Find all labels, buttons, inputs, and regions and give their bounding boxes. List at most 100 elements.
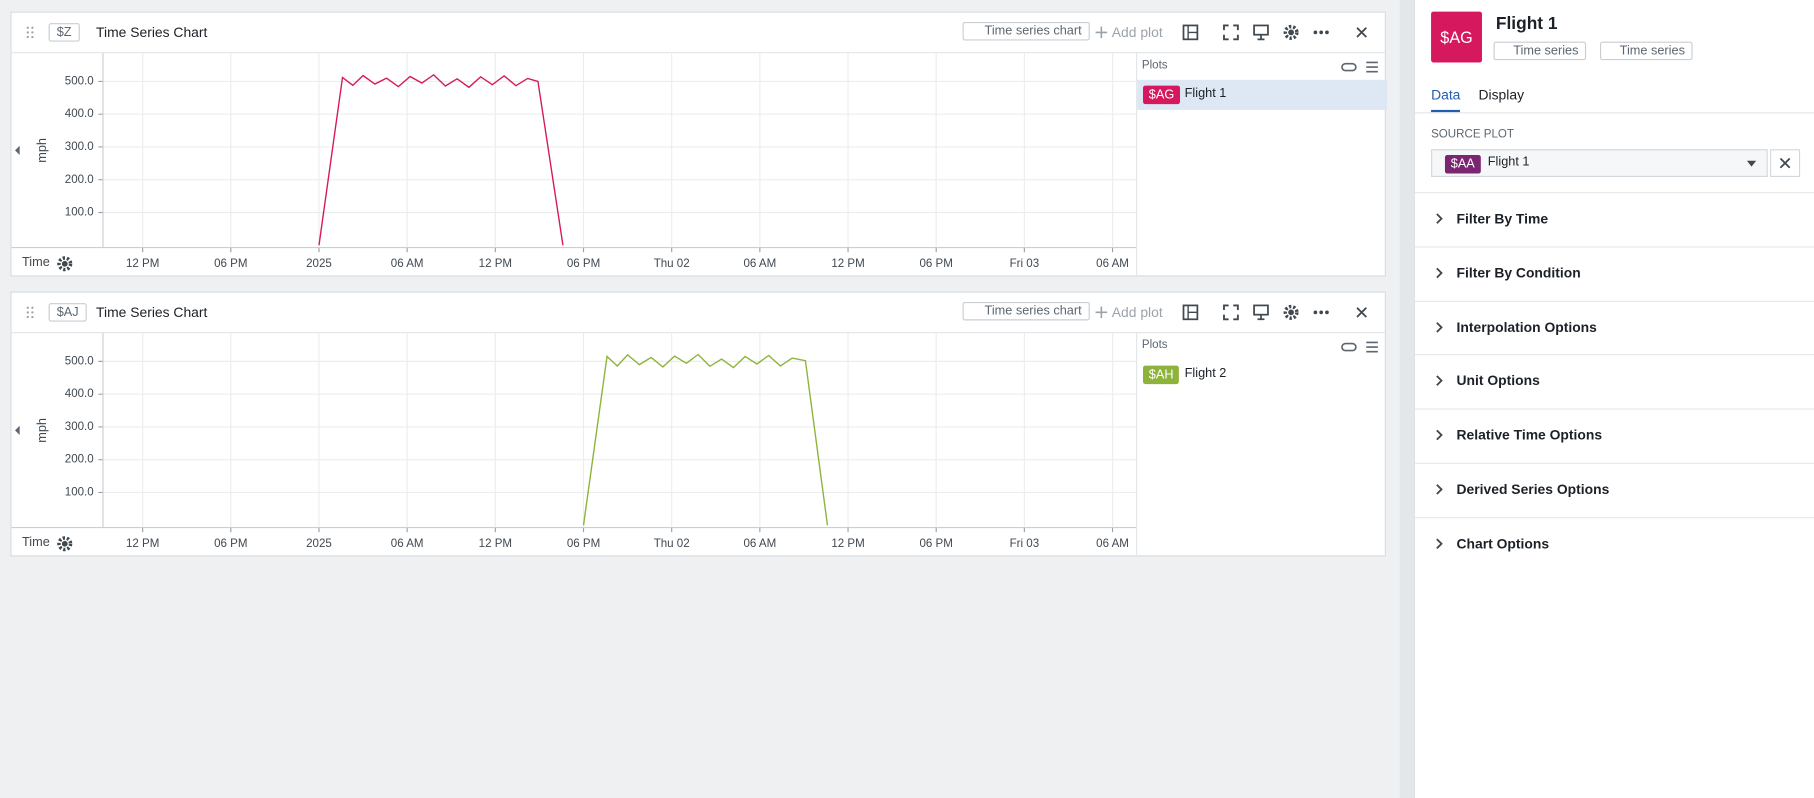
panel-title: Time Series Chart [96, 304, 208, 321]
clear-button[interactable] [1770, 149, 1801, 178]
chart-type-button[interactable]: Time series chart [962, 301, 1090, 321]
x-tick-label: 06 AM [391, 258, 424, 270]
x-tick-label: 06 PM [214, 258, 247, 270]
section-title: Unit Options [1456, 372, 1540, 390]
section-title: Chart Options [1456, 535, 1550, 552]
fullscreen-icon[interactable] [1222, 23, 1241, 42]
more-icon[interactable] [1312, 303, 1331, 322]
section-title: Filter By Condition [1456, 264, 1581, 281]
section-title: Interpolation Options [1456, 318, 1597, 336]
section-title: Derived Series Options [1456, 481, 1610, 498]
close-icon[interactable] [1352, 303, 1371, 322]
series-line [318, 73, 564, 246]
plot-tag: $AH [1143, 365, 1180, 385]
y-axis-label: mph [34, 418, 49, 443]
splitter[interactable] [1399, 0, 1414, 798]
source-plot-name: Flight 1 [1487, 155, 1530, 169]
breadcrumb[interactable]: Time series [1599, 41, 1694, 61]
drag-handle[interactable] [21, 303, 40, 322]
plot-tag: $AG [1143, 85, 1181, 105]
settings-icon[interactable] [1282, 303, 1301, 322]
tab-indicator [1431, 109, 1460, 113]
add-icon[interactable] [1092, 303, 1111, 322]
x-tick-label: 12 PM [831, 258, 864, 270]
tab-divider [1414, 112, 1814, 114]
panel-title: Time Series Chart [96, 24, 208, 41]
chevron[interactable] [1430, 426, 1449, 445]
list-icon[interactable] [1364, 338, 1383, 357]
dropdown-icon[interactable] [1742, 154, 1761, 173]
more-icon[interactable] [1312, 23, 1331, 42]
x-tick-label: 06 AM [391, 538, 424, 550]
layout-icon[interactable] [1181, 23, 1200, 42]
x-tick-label: 12 PM [831, 538, 864, 550]
axis-settings [57, 536, 73, 552]
x-tick-label: Thu 02 [654, 538, 690, 550]
add-plot-button[interactable]: Add plot [1111, 304, 1163, 321]
x-tick-label: 12 PM [479, 258, 512, 270]
chart-type-button[interactable]: Time series chart [962, 21, 1090, 41]
panel-tag: $AJ [48, 303, 87, 322]
source-plot-label: SOURCE PLOT [1431, 128, 1515, 142]
chevron[interactable] [1430, 534, 1449, 553]
x-tick-label: 06 PM [567, 258, 600, 270]
panel-tag: $Z [48, 23, 80, 42]
chevron[interactable] [1430, 209, 1449, 228]
chevron[interactable] [1430, 480, 1449, 499]
x-tick-label: 06 PM [920, 258, 953, 270]
collapse-arrow [15, 425, 20, 435]
y-tick-label: 400.0 [65, 388, 94, 400]
layout-icon[interactable] [1181, 303, 1200, 322]
present-icon[interactable] [1252, 23, 1271, 42]
plot-name: Flight 2 [1184, 366, 1227, 381]
chart: 100.0 200.0 300.0 400.0 500.0 12 PM 06 PM 2025 0… [11, 53, 1137, 272]
link-icon[interactable] [1340, 338, 1359, 357]
series-line [582, 353, 829, 526]
chevron[interactable] [1430, 264, 1449, 283]
settings-icon[interactable] [1282, 23, 1301, 42]
present-icon[interactable] [1252, 303, 1271, 322]
link-icon[interactable] [1340, 58, 1359, 77]
section[interactable]: Relative Time Options [1414, 408, 1814, 463]
tab[interactable]: Display [1478, 86, 1525, 103]
x-axis-label: Time [22, 254, 50, 269]
section-title: Filter By Time [1456, 210, 1549, 227]
breadcrumb[interactable]: Time series [1493, 41, 1587, 61]
plot-row[interactable]: $AH Flight 2 [1137, 360, 1387, 390]
source-plot-select[interactable]: $AA Flight 1 [1431, 149, 1768, 178]
plots-header: Plots [1141, 338, 1168, 352]
tab[interactable]: Data [1431, 86, 1461, 103]
clear-icon[interactable] [1776, 154, 1795, 173]
y-tick-label: 100.0 [65, 487, 94, 499]
plot-row[interactable]: $AG Flight 1 [1137, 79, 1388, 110]
section[interactable]: Derived Series Options [1414, 462, 1814, 517]
section[interactable]: Unit Options [1414, 354, 1814, 408]
list-icon[interactable] [1364, 58, 1383, 77]
add-icon[interactable] [1092, 23, 1111, 42]
x-tick-label: 12 PM [479, 538, 512, 550]
section[interactable]: Interpolation Options [1414, 300, 1814, 354]
chart-panel: $AJ Time Series Chart Time series chart Add… [10, 291, 1387, 557]
x-axis-label: Time [22, 534, 50, 549]
close-icon[interactable] [1352, 23, 1371, 42]
y-tick-label: 200.0 [65, 454, 94, 466]
section-title: Relative Time Options [1456, 427, 1603, 444]
plots-header: Plots [1141, 59, 1168, 72]
y-axis-label: mph [34, 138, 49, 163]
x-tick-label: 06 AM [1096, 258, 1129, 270]
chevron[interactable] [1430, 318, 1449, 337]
section[interactable]: Filter By Time [1414, 192, 1814, 246]
x-tick-label: 12 PM [126, 538, 159, 550]
axis-settings [57, 256, 73, 272]
chevron[interactable] [1430, 372, 1449, 391]
x-tick-label: 06 AM [1096, 538, 1129, 550]
sidebar: $AG Flight 1 Time series Time series Data Dis… [1413, 0, 1814, 798]
x-tick-label: Thu 02 [654, 258, 690, 270]
drag-handle[interactable] [21, 23, 40, 42]
fullscreen-icon[interactable] [1222, 303, 1241, 322]
section[interactable]: Chart Options [1414, 516, 1814, 571]
x-tick-label: 06 PM [920, 538, 953, 550]
section[interactable]: Filter By Condition [1414, 246, 1814, 300]
add-plot-button[interactable]: Add plot [1111, 24, 1163, 41]
